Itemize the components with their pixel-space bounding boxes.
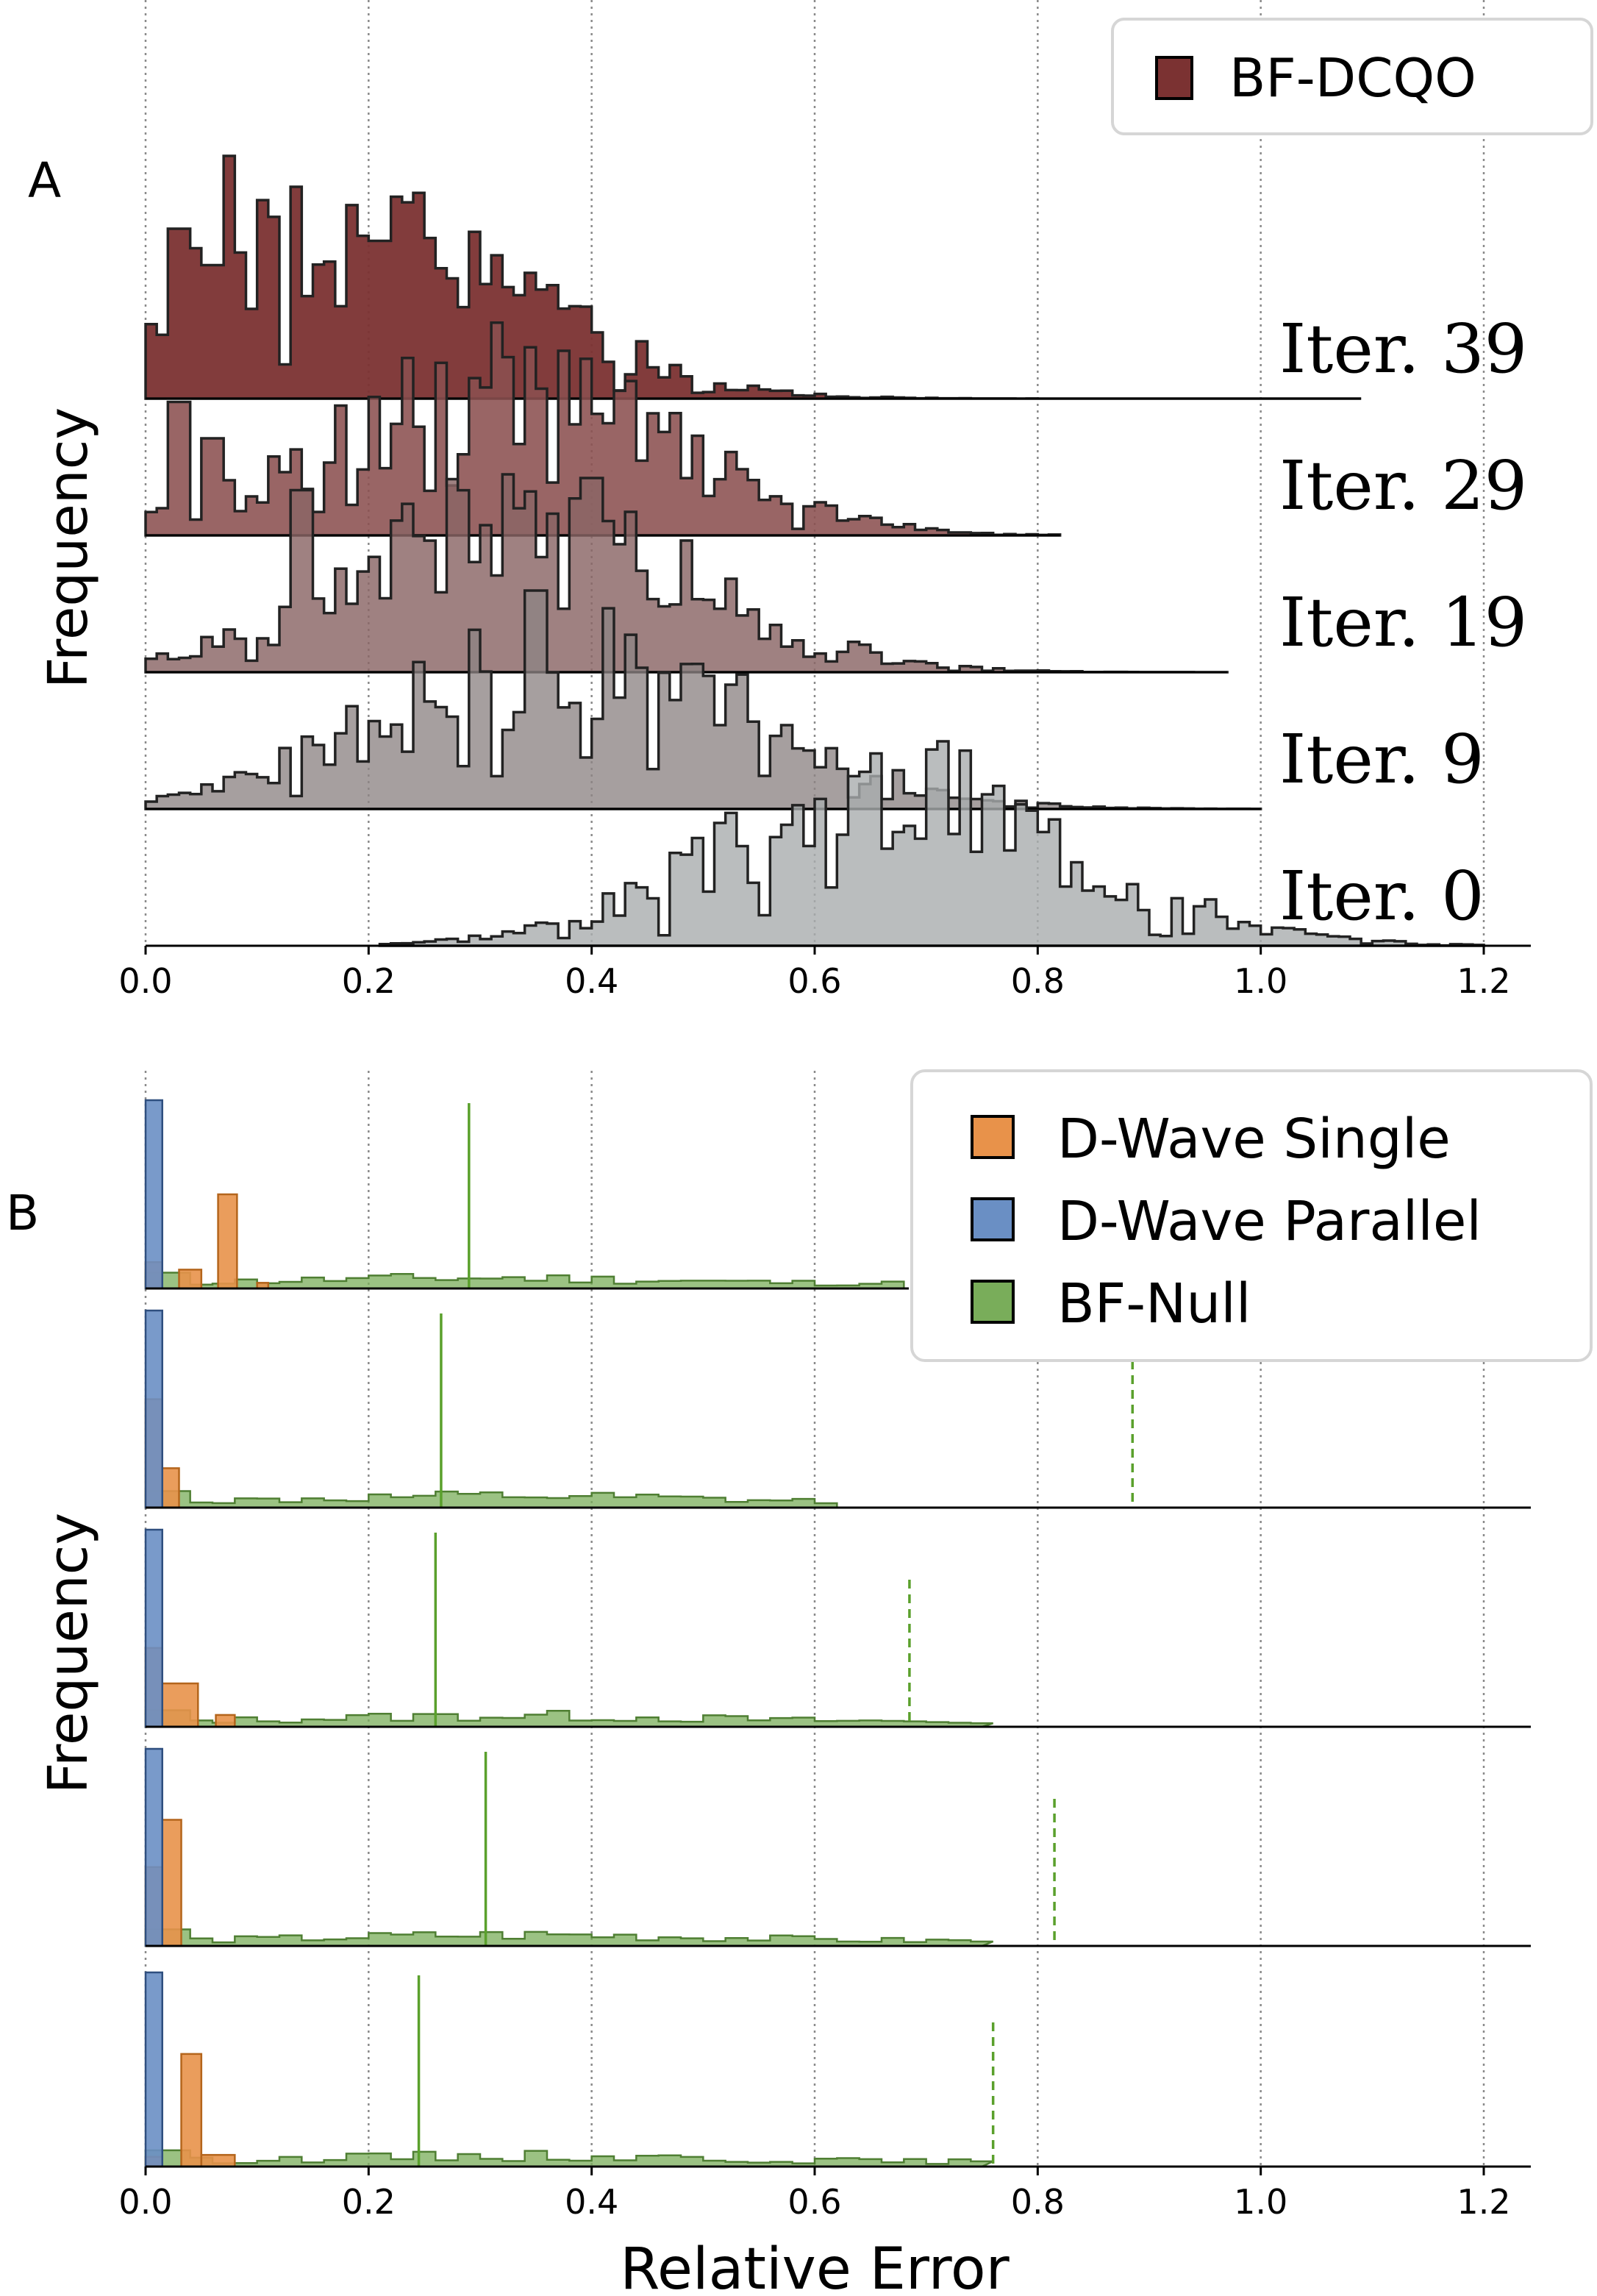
- legend-label-d-wave-single: D-Wave Single: [1057, 1108, 1451, 1171]
- panel-b: 0.0 0.2 0.4 0.6 0.8 1.0 1.2 B Frequency Relati…: [6, 1069, 1593, 2296]
- d-wave-parallel-bar: [144, 1971, 163, 2168]
- x-tick-label: 1.2: [1457, 961, 1510, 1001]
- x-tick-label: 0.2: [342, 961, 396, 1001]
- d-wave-single-bar: [180, 2053, 203, 2168]
- panel-a: Iter. 39 Iter. 29 Iter. 19 Iter. 9 Iter. 0 0…: [28, 0, 1593, 1001]
- x-tick-label: 0.6: [787, 961, 841, 1001]
- bf-null-histogram: [144, 1272, 905, 1290]
- panel-a-y-axis-label: Frequency: [37, 407, 100, 688]
- d-wave-parallel-bar: [144, 1528, 163, 1728]
- d-wave-single-bar: [161, 1819, 182, 1947]
- legend-swatch-bf-dcqo: [1155, 56, 1193, 100]
- legend-swatch-d-wave-single: [971, 1115, 1015, 1159]
- x-tick-label: 0.0: [118, 2182, 172, 2222]
- d-wave-single-bar: [161, 1467, 180, 1509]
- legend-swatch-d-wave-parallel: [971, 1197, 1015, 1241]
- x-tick-label: 0.2: [342, 2182, 396, 2222]
- x-tick-label: 0.4: [565, 2182, 618, 2222]
- panel-b-y-axis-label: Frequency: [37, 1513, 100, 1794]
- x-axis-label: Relative Error: [620, 2236, 1010, 2296]
- panel-b-label: B: [6, 1185, 39, 1241]
- panel-b-legend: D-Wave Single D-Wave Parallel BF-Null: [910, 1069, 1593, 1362]
- histogram-ridge: [144, 154, 1362, 400]
- d-wave-single-bar: [215, 1714, 236, 1728]
- d-wave-single-bar: [161, 1682, 199, 1728]
- iteration-label: Iter. 0: [1279, 857, 1485, 935]
- d-wave-parallel-bar: [144, 1309, 163, 1509]
- x-tick-label: 1.0: [1234, 2182, 1287, 2222]
- x-tick-label: 0.8: [1011, 2182, 1065, 2222]
- d-wave-parallel-bar: [144, 1099, 163, 1290]
- iteration-label: Iter. 19: [1279, 583, 1527, 662]
- x-tick-label: 0.4: [565, 961, 618, 1001]
- iteration-label: Iter. 29: [1279, 446, 1527, 525]
- legend-label-bf-dcqo: BF-DCQO: [1229, 47, 1476, 109]
- panel-b-x-ticks: 0.0 0.2 0.4 0.6 0.8 1.0 1.2: [118, 2165, 1531, 2222]
- x-tick-label: 0.6: [787, 2182, 841, 2222]
- d-wave-single-bar: [217, 1193, 238, 1290]
- panel-a-legend: BF-DCQO: [1111, 18, 1593, 135]
- legend-box: [1111, 18, 1593, 135]
- bf-null-histogram: [144, 2149, 994, 2168]
- panel-a-label: A: [28, 152, 61, 209]
- histogram-ridge: [378, 740, 1485, 947]
- panel-a-x-ticks: 0.0 0.2 0.4 0.6 0.8 1.0 1.2: [118, 944, 1531, 1001]
- legend-swatch-bf-null: [971, 1280, 1015, 1324]
- legend-label-bf-null: BF-Null: [1057, 1272, 1251, 1336]
- bf-null-histogram: [144, 1709, 994, 1728]
- iteration-label: Iter. 39: [1279, 310, 1527, 388]
- bf-null-histogram: [144, 1490, 838, 1509]
- x-tick-label: 0.8: [1011, 961, 1065, 1001]
- d-wave-single-bar: [178, 1269, 203, 1290]
- legend-label-d-wave-parallel: D-Wave Parallel: [1057, 1190, 1482, 1253]
- x-tick-label: 1.2: [1457, 2182, 1510, 2222]
- bf-null-histogram: [144, 1928, 994, 1947]
- d-wave-single-bar: [200, 2153, 236, 2168]
- histogram-ridge: [144, 589, 1262, 810]
- panel-b-ridges: [144, 1099, 1531, 2168]
- d-wave-parallel-bar: [144, 1747, 163, 1947]
- panel-a-ridges: Iter. 39 Iter. 29 Iter. 19 Iter. 9 Iter. 0: [144, 154, 1527, 947]
- x-tick-label: 1.0: [1234, 961, 1287, 1001]
- legend-box: [910, 1069, 1593, 1362]
- x-tick-label: 0.0: [118, 961, 172, 1001]
- iteration-label: Iter. 9: [1279, 720, 1485, 799]
